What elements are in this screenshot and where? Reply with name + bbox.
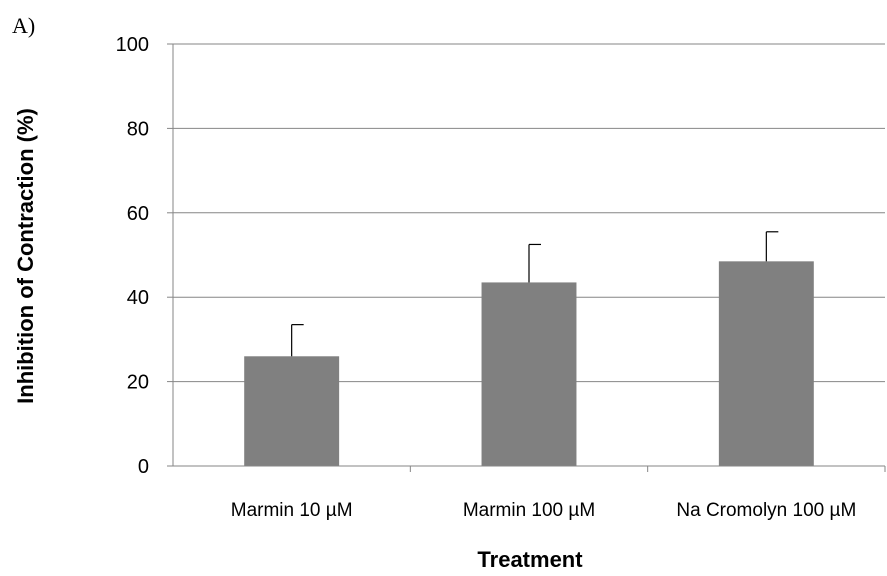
y-tick-label: 80 bbox=[127, 118, 149, 140]
y-tick-labels: 0 20 40 60 80 100 bbox=[116, 34, 149, 478]
y-tick-label: 60 bbox=[127, 203, 149, 225]
y-tick-label: 0 bbox=[138, 456, 149, 478]
y-axis-title: Inhibition of Contraction (%) bbox=[13, 108, 38, 404]
y-tick-label: 40 bbox=[127, 287, 149, 309]
bar bbox=[718, 261, 814, 466]
axes bbox=[167, 43, 886, 472]
x-axis-title: Treatment bbox=[477, 547, 583, 572]
panel-label: A) bbox=[12, 13, 35, 38]
bar bbox=[481, 282, 577, 466]
x-category-label: Marmin 100 µM bbox=[463, 500, 595, 521]
bars bbox=[244, 261, 814, 466]
y-tick-label: 20 bbox=[127, 372, 149, 394]
y-tick-label: 100 bbox=[116, 34, 149, 56]
error-bars bbox=[291, 231, 779, 357]
x-category-label: Marmin 10 µM bbox=[231, 500, 353, 521]
x-category-label: Na Cromolyn 100 µM bbox=[676, 500, 856, 521]
x-category-labels: Marmin 10 µM Marmin 100 µM Na Cromolyn 100… bbox=[231, 500, 857, 521]
bar bbox=[244, 356, 340, 466]
